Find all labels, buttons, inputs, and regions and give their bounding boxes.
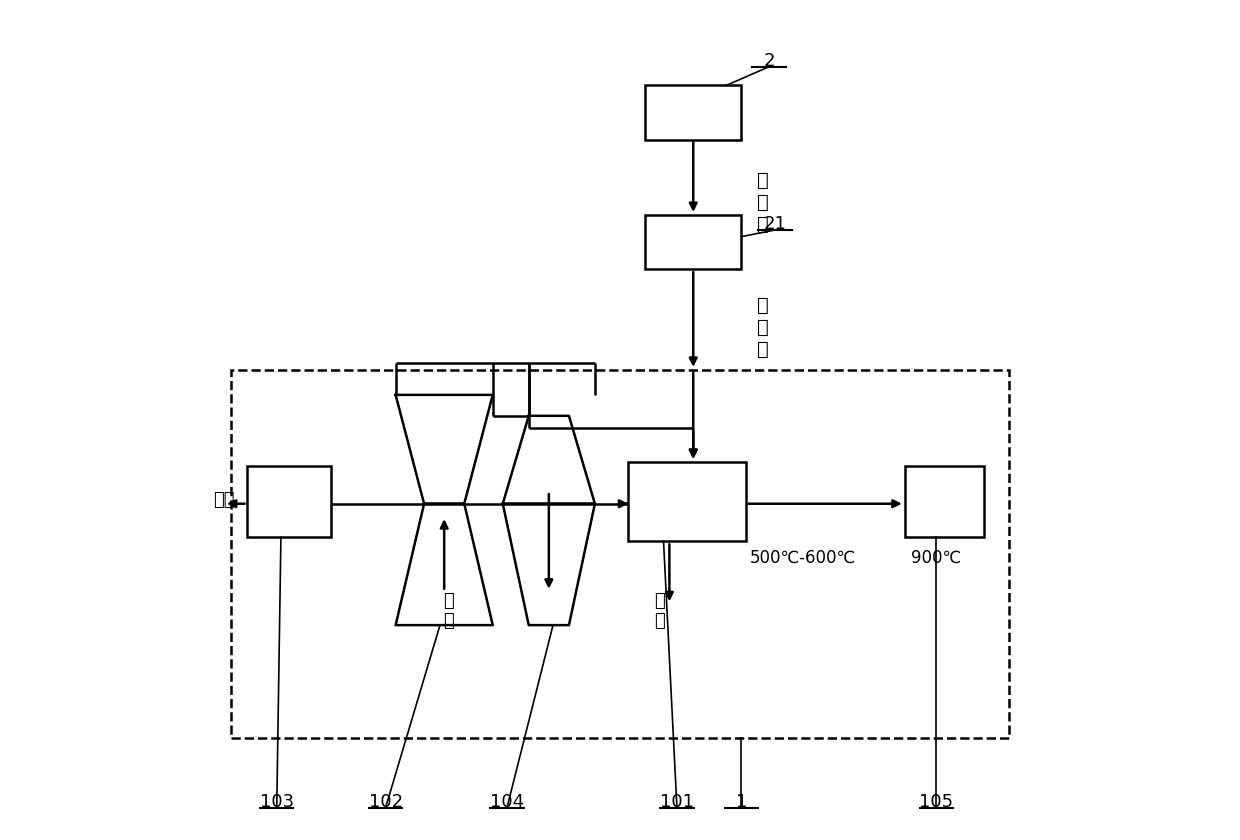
Text: 太
阳
光: 太 阳 光: [758, 171, 769, 234]
Text: 21: 21: [764, 215, 786, 233]
Bar: [905, 466, 985, 538]
Text: 101: 101: [660, 793, 694, 811]
Bar: [629, 462, 745, 542]
Text: 900℃: 900℃: [911, 549, 961, 567]
Bar: [248, 466, 331, 538]
Text: 104: 104: [490, 793, 525, 811]
Text: 排
气: 排 气: [653, 591, 665, 631]
Bar: [645, 85, 742, 139]
Text: 500℃-600℃: 500℃-600℃: [750, 549, 856, 567]
Text: 太
阳
能: 太 阳 能: [758, 297, 769, 360]
Text: 105: 105: [919, 793, 954, 811]
Text: 102: 102: [368, 793, 403, 811]
Text: 103: 103: [259, 793, 294, 811]
Text: 1: 1: [735, 793, 746, 811]
Text: 电能: 电能: [213, 491, 234, 508]
Text: 2: 2: [764, 51, 775, 70]
Text: 气
体: 气 体: [443, 591, 454, 631]
Bar: [231, 370, 1009, 738]
Bar: [645, 215, 742, 270]
